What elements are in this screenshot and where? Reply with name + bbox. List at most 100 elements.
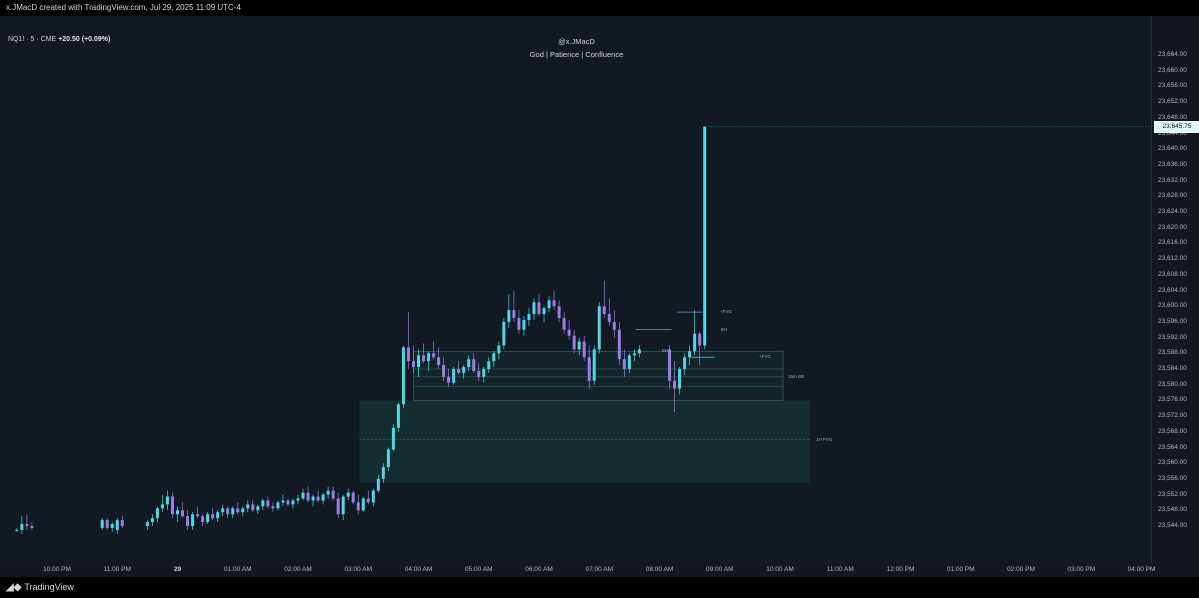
time-axis[interactable]: 10:00 PM 11:00 PM 29 01:00 AM 02:00 AM 03:00 … — [2, 563, 1155, 577]
candle-body — [366, 498, 370, 503]
candle-body — [326, 490, 330, 495]
candle-body — [286, 500, 290, 505]
candle-body — [582, 341, 586, 358]
annotation-label: +FVG — [720, 309, 732, 315]
candle-body — [698, 333, 702, 346]
candle-body — [201, 516, 205, 523]
time-tick-label: 11:00 PM — [103, 566, 131, 573]
candle-body — [20, 524, 24, 530]
candle-body — [211, 514, 215, 519]
annotation-label: EH — [721, 326, 728, 332]
candle-body — [306, 492, 310, 501]
price-tick-label: 23,624.00 — [1158, 208, 1187, 215]
time-tick-label: 01:00 AM — [224, 566, 252, 573]
candle-body — [552, 300, 556, 307]
candle-body — [688, 351, 692, 358]
candle-body — [602, 306, 606, 315]
time-tick-label: 08:00 AM — [645, 566, 674, 573]
candle-body — [231, 508, 235, 515]
candle-body — [321, 494, 325, 501]
candle-body — [406, 347, 410, 362]
candle-body — [281, 500, 285, 503]
candle-body — [497, 345, 501, 354]
price-tick-label: 23,596.00 — [1158, 317, 1187, 325]
time-tick-label: 04:00 PM — [1127, 566, 1156, 573]
candle-body — [261, 500, 265, 507]
time-tick-label: 10:00 AM — [766, 566, 794, 573]
price-tick-label: 23,616.00 — [1158, 239, 1187, 247]
candle-body — [467, 359, 471, 368]
price-tick-label: 23,588.00 — [1158, 349, 1187, 357]
candle-body — [507, 310, 511, 322]
candle-body — [537, 302, 541, 315]
candle-body — [401, 347, 405, 405]
candle-body — [482, 369, 486, 377]
candle-body — [165, 496, 169, 505]
candle-body — [301, 492, 305, 499]
price-pane[interactable]: NQ1! · 5 · CME +20.50 (+0.09%) @x.JMacD … — [2, 16, 1151, 563]
candle-body — [371, 490, 375, 503]
candle-body — [627, 355, 631, 369]
price-tick-label: 23,620.00 — [1158, 223, 1187, 231]
candle-body — [100, 520, 104, 528]
candle-body — [341, 496, 345, 515]
candle-body — [542, 308, 546, 315]
candle-body — [693, 333, 697, 352]
fvg-zone-1h — [359, 400, 810, 483]
price-tick-label: 23,560.00 — [1158, 459, 1187, 467]
price-tick-label: 23,556.00 — [1158, 474, 1187, 482]
candle-body — [105, 520, 109, 528]
candle-body — [221, 508, 225, 513]
candle-body — [191, 514, 195, 526]
candle-body — [678, 369, 682, 389]
candle-body — [145, 522, 149, 526]
candle-body — [597, 306, 601, 350]
candle-body — [236, 508, 240, 513]
candle-body — [572, 335, 576, 350]
price-tick-label: 23,656.00 — [1158, 82, 1187, 90]
candle-body — [15, 529, 19, 531]
price-axis[interactable]: 23,544.00 23,548.00 23,552.00 23,556.00 23,5… — [1151, 16, 1199, 563]
tradingview-logo-icon: ◢◆ — [6, 582, 22, 593]
candle-body — [522, 319, 526, 330]
candle-body — [587, 357, 591, 381]
candle-body — [607, 314, 611, 322]
annotation-label: EH — [662, 348, 669, 354]
last-price-tag: 23,645.75 — [1154, 120, 1199, 133]
candle-body — [311, 496, 315, 501]
annotation-label: 1H FVG — [816, 436, 833, 442]
candle-body — [472, 359, 476, 371]
candle-body — [276, 502, 280, 509]
candle-body — [457, 369, 461, 373]
candle-body — [376, 478, 380, 491]
candle-body — [562, 317, 566, 330]
candle-body — [246, 504, 250, 509]
time-tick-label: 01:00 PM — [946, 566, 975, 573]
time-tick-label: 03:00 AM — [344, 566, 372, 573]
candle-body — [356, 502, 360, 511]
time-tick-label: 10:00 PM — [43, 566, 71, 573]
candle-body — [336, 498, 340, 515]
candle-body — [502, 321, 506, 346]
candle-body — [517, 317, 521, 330]
candle-body — [567, 329, 571, 336]
time-tick-label: 12:00 PM — [886, 566, 915, 573]
candle-body — [617, 329, 621, 360]
candle-body — [296, 498, 300, 501]
tradingview-logo[interactable]: ◢◆ TradingView — [6, 577, 74, 598]
price-change: +20.50 (+0.09%) — [58, 36, 111, 43]
time-tick-label: 09:00 AM — [706, 566, 734, 573]
candle-body — [527, 314, 531, 320]
candle-body — [150, 518, 154, 523]
candle-body — [170, 496, 174, 515]
brand-name: TradingView — [24, 582, 74, 592]
candle-body — [391, 427, 395, 450]
price-tick-label: 23,604.00 — [1158, 286, 1187, 294]
candle-body — [361, 498, 365, 511]
candle-body — [637, 349, 641, 354]
candle-body — [396, 404, 400, 428]
candle-body — [181, 510, 185, 517]
price-tick-label: 23,600.00 — [1158, 302, 1187, 310]
candle-body — [251, 504, 255, 511]
